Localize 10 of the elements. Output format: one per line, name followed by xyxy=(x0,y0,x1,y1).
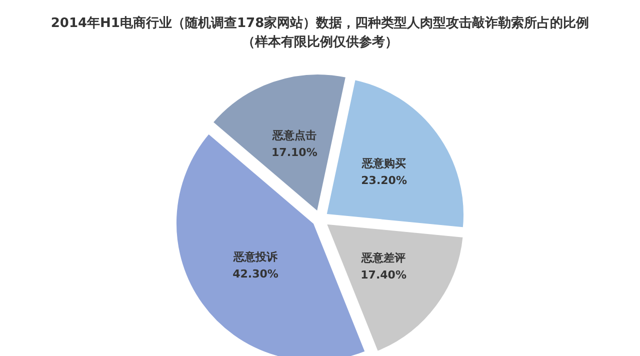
data-label: 17.40% xyxy=(360,268,406,282)
slice-label: 恶意投诉 xyxy=(232,250,279,264)
chart-title: 2014年H1电商行业（随机调查178家网站）数据，四种类型人肉型攻击敲诈勒索所占的比例 xyxy=(50,15,590,31)
data-label: 42.30% xyxy=(232,267,278,280)
data-label: 17.10% xyxy=(272,146,318,159)
chart-subtitle: （样本有限比例仅供参考） xyxy=(242,34,398,50)
slice-label: 恶意差评 xyxy=(360,252,406,265)
slice-label: 恶意点击 xyxy=(271,128,316,142)
data-label: 23.20% xyxy=(361,174,407,188)
slice-label: 恶意购买 xyxy=(361,157,406,170)
